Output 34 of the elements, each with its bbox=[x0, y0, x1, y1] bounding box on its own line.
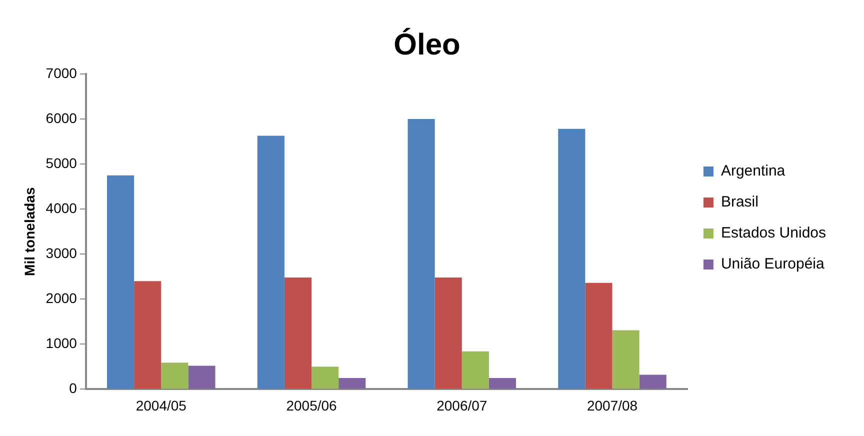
bar bbox=[161, 362, 188, 389]
bar bbox=[462, 351, 489, 389]
legend-label: Brasil bbox=[720, 194, 758, 211]
chart-title: Óleo bbox=[394, 27, 460, 62]
x-tick-label: 2005/06 bbox=[286, 397, 338, 414]
y-tick-label: 3000 bbox=[46, 244, 78, 261]
legend-label: Argentina bbox=[720, 162, 786, 180]
bar bbox=[434, 278, 462, 389]
x-tick-label: 2007/08 bbox=[586, 397, 638, 414]
bar bbox=[488, 378, 516, 389]
y-tick-label: 1000 bbox=[46, 335, 78, 352]
bar bbox=[338, 378, 366, 389]
y-tick-label: 6000 bbox=[46, 110, 78, 126]
bar bbox=[558, 128, 586, 389]
y-tick-label: 5000 bbox=[46, 154, 78, 171]
bar bbox=[106, 175, 134, 389]
bar bbox=[188, 366, 216, 389]
bar bbox=[408, 119, 435, 389]
bar bbox=[585, 282, 612, 389]
legend-label: Estados Unidos bbox=[720, 224, 826, 242]
x-tick-label: 2004/05 bbox=[136, 397, 187, 414]
x-tick-label: 2006/07 bbox=[436, 397, 488, 414]
bar bbox=[284, 278, 312, 389]
y-tick-label: 4000 bbox=[46, 200, 78, 216]
bar bbox=[134, 281, 162, 389]
bar bbox=[639, 374, 666, 389]
bar bbox=[257, 136, 284, 389]
bar bbox=[612, 330, 640, 389]
y-tick-label: 2000 bbox=[46, 290, 78, 306]
y-tick-label: 0 bbox=[69, 380, 78, 396]
bar bbox=[312, 366, 339, 389]
y-axis-title: Mil toneladas bbox=[21, 187, 38, 276]
legend-label: União Européia bbox=[720, 256, 825, 273]
y-tick-label: 7000 bbox=[46, 64, 78, 81]
